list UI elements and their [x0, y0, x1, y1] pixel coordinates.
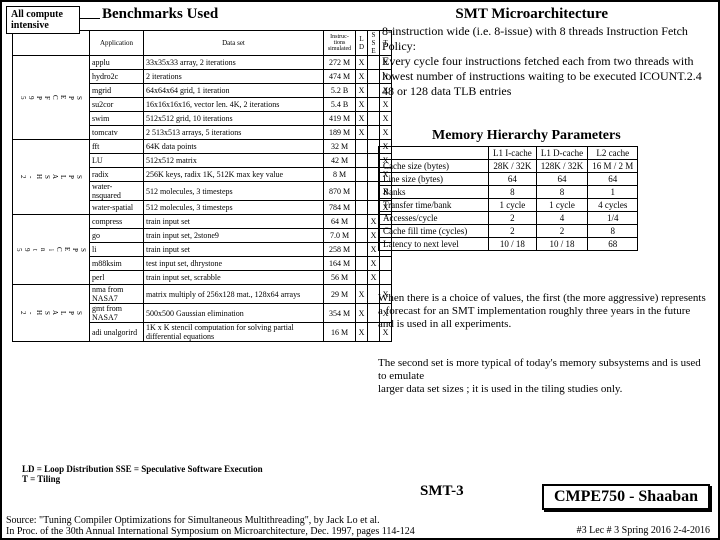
callout-leader [80, 18, 100, 19]
footer-right: #3 Lec # 3 Spring 2016 2-4-2016 [577, 525, 710, 536]
benchmarks-table: ApplicationData setInstruc-tionssimulate… [12, 30, 392, 342]
smt3-label: SMT-3 [420, 483, 464, 500]
memory-table: L1 I-cacheL1 D-cacheL2 cacheCache size (… [378, 146, 638, 251]
memory-title: Memory Hierarchy Parameters [432, 128, 621, 144]
smt-title: SMT Microarchitecture [455, 6, 608, 23]
smt-description: 8-instruction wide (i.e. 8-issue) with 8… [382, 24, 707, 99]
source-line-1: Source: "Tuning Compiler Optimizations f… [6, 515, 380, 526]
benchmarks-title: Benchmarks Used [102, 6, 218, 23]
slide-page: All compute intensive Benchmarks Used SM… [0, 0, 720, 540]
source-line-2: In Proc. of the 30th Annual Internationa… [6, 526, 415, 537]
callout-box: All compute intensive [6, 6, 80, 34]
memory-note-1: When there is a choice of values, the fi… [378, 292, 708, 332]
memory-note-2: The second set is more typical of today'… [378, 357, 708, 397]
legend: LD = Loop Distribution SSE = Speculative… [22, 464, 263, 484]
course-box: CMPE750 - Shaaban [542, 484, 710, 510]
